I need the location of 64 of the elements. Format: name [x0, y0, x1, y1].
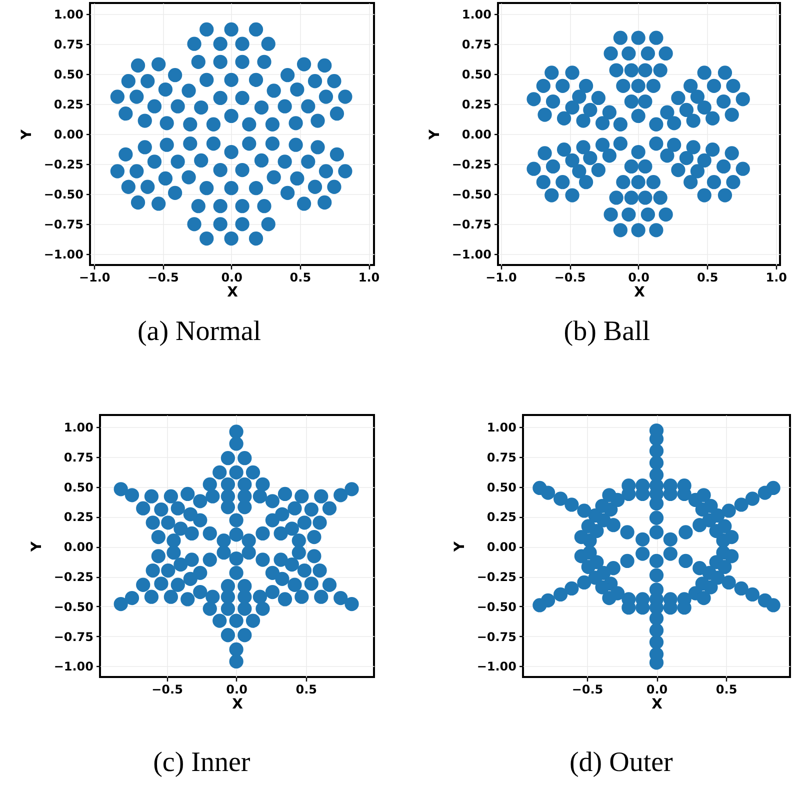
y-tick-label: 1.00 [486, 420, 516, 434]
x-tick-label: 1.0 [766, 270, 788, 284]
x-tick-label: 0.0 [226, 682, 248, 696]
x-tick-label: 1.0 [358, 270, 380, 284]
y-tick-label: 0.50 [64, 480, 94, 494]
x-tick-label: −0.5 [554, 270, 586, 284]
x-tick-label: 0.5 [296, 682, 317, 696]
y-tick-label: −0.50 [44, 188, 84, 202]
y-axis-title: Y [452, 540, 468, 553]
y-tick-label: 0.25 [64, 510, 94, 524]
y-tick-label: 0.75 [54, 37, 84, 52]
y-tick-label: 0.00 [462, 128, 492, 142]
y-tick-label: −0.50 [452, 188, 492, 202]
y-tick-label: −0.75 [54, 630, 94, 644]
y-tick-label: −0.25 [476, 570, 516, 584]
y-tick-label: −0.75 [44, 218, 84, 232]
y-tick-label: −0.25 [44, 158, 84, 172]
y-tick-label: 1.00 [64, 420, 94, 434]
y-axis-title: Y [28, 540, 45, 553]
y-tick-label: 0.50 [462, 67, 492, 82]
y-tick-label: 0.00 [64, 540, 94, 554]
text: (d) Outer [569, 747, 674, 778]
x-tick-label: −0.5 [152, 682, 183, 696]
x-tick-label: −0.5 [148, 270, 179, 284]
y-tick-label: 1.00 [462, 7, 492, 22]
text: (c) Inner [153, 747, 251, 778]
x-tick-label: 0.0 [628, 270, 650, 284]
y-tick-label: −1.00 [476, 660, 516, 674]
x-axis-title: X [232, 696, 244, 712]
y-axis-title: Y [18, 128, 35, 141]
x-tick-label: 0.0 [646, 682, 668, 696]
y-tick-label: −0.50 [476, 600, 516, 614]
y-tick-label: 0.00 [486, 540, 516, 554]
y-tick-label: −0.75 [452, 218, 492, 232]
y-tick-label: 0.50 [486, 480, 516, 494]
y-tick-label: −1.00 [54, 660, 94, 674]
y-tick-label: 0.00 [54, 128, 84, 142]
x-axis-title: X [227, 284, 238, 300]
x-tick-label: 0.0 [221, 270, 242, 284]
y-tick-label: 0.75 [64, 450, 94, 464]
y-tick-label: 0.50 [54, 67, 84, 82]
x-tick-label: 0.5 [696, 270, 718, 284]
y-tick-label: −1.00 [44, 248, 84, 262]
x-tick-label: 0.5 [716, 682, 738, 696]
x-tick-label: 0.5 [290, 270, 312, 284]
x-tick-label: −1.0 [78, 270, 110, 284]
y-tick-label: 1.00 [54, 7, 84, 22]
text: (a) Normal [137, 316, 262, 347]
text: (b) Ball [564, 316, 650, 347]
x-tick-label: −0.5 [572, 682, 604, 696]
y-tick-label: 0.75 [462, 37, 492, 52]
y-tick-label: −0.75 [476, 630, 516, 644]
y-tick-label: −0.25 [54, 570, 94, 584]
y-tick-label: −1.00 [452, 248, 492, 262]
y-tick-label: 0.25 [462, 97, 492, 112]
y-tick-label: 0.25 [54, 97, 84, 112]
y-tick-label: −0.50 [54, 600, 94, 614]
y-tick-label: −0.25 [452, 158, 492, 172]
x-axis-title: X [634, 284, 646, 300]
y-tick-label: 0.25 [486, 510, 516, 524]
y-axis-title: Y [426, 128, 443, 141]
y-tick-label: 0.75 [486, 450, 516, 464]
x-tick-label: −1.0 [486, 270, 517, 284]
x-axis-title: X [652, 696, 663, 712]
